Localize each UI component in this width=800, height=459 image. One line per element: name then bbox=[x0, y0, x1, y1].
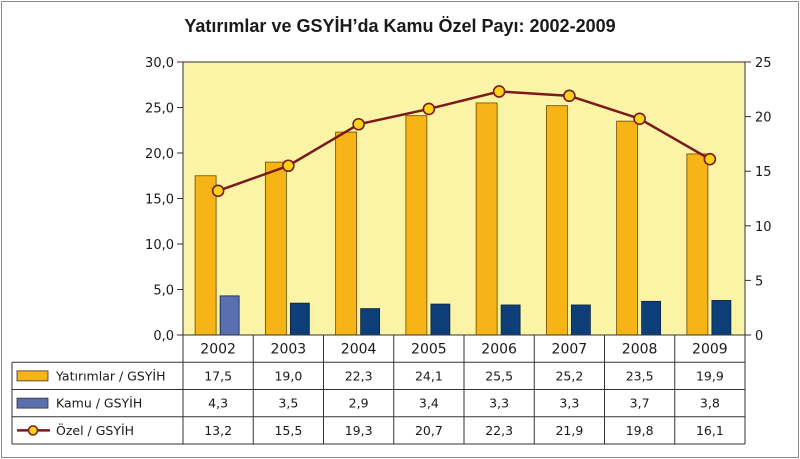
right-tick-label: 25 bbox=[755, 56, 772, 71]
table-cell-value: 16,1 bbox=[696, 423, 724, 438]
right-tick-label: 10 bbox=[755, 220, 772, 235]
point-ozel bbox=[211, 184, 225, 198]
right-tick-label: 0 bbox=[755, 329, 763, 344]
table-cell-value: 3,4 bbox=[419, 396, 439, 411]
legend-key-marker-ozel bbox=[27, 425, 39, 436]
left-tick-label: 10,0 bbox=[145, 238, 174, 253]
category-label: 2007 bbox=[552, 342, 588, 358]
legend-key-yatirimlar bbox=[16, 370, 49, 382]
bar-yatirimlar bbox=[264, 161, 287, 336]
bar-kamu bbox=[500, 304, 521, 336]
table-cell-value: 17,5 bbox=[204, 368, 232, 383]
legend-key-kamu bbox=[16, 397, 49, 409]
category-label: 2002 bbox=[200, 342, 236, 358]
left-tick-label: 30,0 bbox=[145, 56, 174, 71]
legend-label: Yatırımlar / GSYİH bbox=[55, 368, 166, 383]
table-cell-value: 23,5 bbox=[626, 368, 654, 383]
bar-yatirimlar bbox=[194, 175, 217, 336]
bar-yatirimlar bbox=[686, 153, 709, 336]
bar-kamu bbox=[360, 308, 381, 336]
table-cell-value: 2,9 bbox=[349, 396, 369, 411]
bar-kamu bbox=[570, 304, 591, 336]
left-tick-label: 0,0 bbox=[153, 329, 174, 344]
table-cell-value: 3,3 bbox=[489, 396, 509, 411]
table-cell-value: 3,7 bbox=[630, 396, 650, 411]
left-tick-label: 5,0 bbox=[153, 284, 174, 299]
bar-kamu bbox=[289, 302, 310, 336]
bar-yatirimlar bbox=[616, 120, 639, 336]
table-cell-value: 15,5 bbox=[274, 423, 302, 438]
table-cell-value: 3,8 bbox=[700, 396, 720, 411]
right-tick-label: 15 bbox=[755, 165, 772, 180]
left-tick-label: 15,0 bbox=[145, 193, 174, 208]
right-tick-label: 5 bbox=[755, 274, 763, 289]
table-cell-value: 22,3 bbox=[345, 368, 373, 383]
bar-yatirimlar bbox=[545, 105, 568, 336]
bar-kamu bbox=[219, 295, 240, 336]
table-cell-value: 19,0 bbox=[274, 368, 302, 383]
right-tick-label: 20 bbox=[755, 111, 772, 126]
category-label: 2004 bbox=[341, 342, 377, 358]
table-cell-value: 4,3 bbox=[208, 396, 228, 411]
category-label: 2008 bbox=[622, 342, 658, 358]
table-cell-value: 19,9 bbox=[696, 368, 724, 383]
point-ozel bbox=[703, 152, 717, 166]
legend-label: Kamu / GSYİH bbox=[56, 396, 142, 411]
line-ozel bbox=[217, 90, 711, 193]
point-ozel bbox=[352, 117, 365, 131]
left-tick-label: 25,0 bbox=[145, 102, 174, 117]
bar-yatirimlar bbox=[335, 131, 358, 336]
table-cell-value: 21,9 bbox=[555, 423, 583, 438]
table-cell-value: 25,2 bbox=[555, 368, 583, 383]
category-label: 2006 bbox=[481, 342, 517, 358]
table-cell-value: 25,5 bbox=[485, 368, 513, 383]
bar-kamu bbox=[711, 300, 732, 336]
bar-yatirimlar bbox=[405, 115, 428, 336]
bar-kamu bbox=[641, 300, 662, 336]
point-ozel bbox=[633, 112, 646, 126]
left-tick-label: 20,0 bbox=[145, 147, 174, 162]
chart-title: Yatırımlar ve GSYİH’da Kamu Özel Payı: 2… bbox=[184, 16, 616, 36]
table-cell-value: 22,3 bbox=[485, 423, 513, 438]
table-cell-value: 3,5 bbox=[278, 396, 298, 411]
category-label: 2009 bbox=[692, 342, 728, 358]
point-ozel bbox=[563, 89, 576, 103]
point-ozel bbox=[422, 102, 436, 116]
legend-label: Özel / GSYİH bbox=[56, 422, 134, 438]
category-label: 2005 bbox=[411, 342, 447, 358]
table-cell-value: 13,2 bbox=[204, 423, 232, 438]
bar-kamu bbox=[430, 303, 451, 336]
bar-yatirimlar bbox=[475, 102, 498, 336]
table-cell-value: 20,7 bbox=[415, 423, 443, 438]
table-cell-value: 19,8 bbox=[626, 423, 654, 438]
category-label: 2003 bbox=[271, 342, 307, 358]
point-ozel bbox=[282, 159, 295, 173]
point-ozel bbox=[492, 85, 506, 98]
table-cell-value: 19,3 bbox=[345, 423, 373, 438]
table-cell-value: 3,3 bbox=[559, 396, 579, 411]
table-cell-value: 24,1 bbox=[415, 368, 443, 383]
